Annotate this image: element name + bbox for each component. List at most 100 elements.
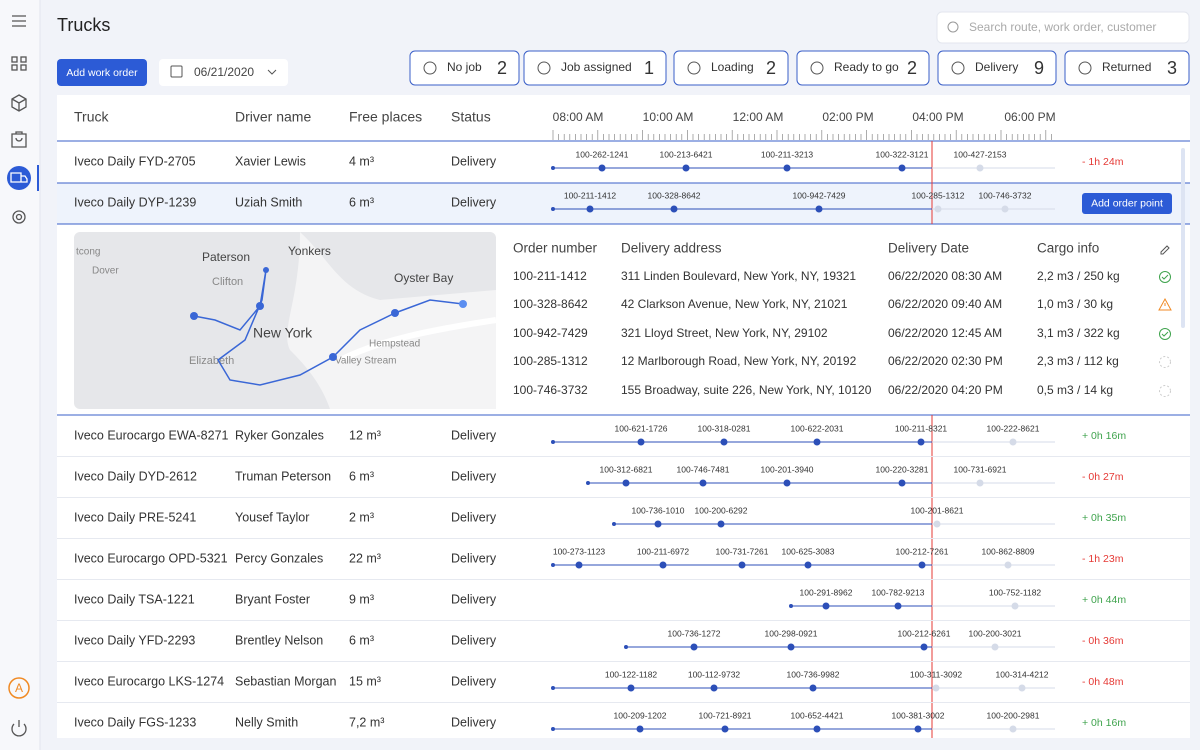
detail-cell: 100-942-7429 [513,326,588,340]
stop-label: 100-314-4212 [996,669,1049,679]
route-stop [717,520,725,528]
route-stop [822,602,830,610]
delay: + 0h 16m [1082,430,1126,442]
grid-icon[interactable] [11,56,18,63]
stop-label: 100-211-6972 [637,546,690,556]
map-stop [256,302,264,310]
cell-free-places: 6 m³ [349,633,374,647]
detail-header: Delivery Date [888,241,969,256]
route-stop [636,725,644,733]
stop-label: 100-652-4421 [791,710,844,720]
cell-driver: Percy Gonzales [235,551,323,565]
pending-icon [1159,385,1171,397]
stop-label: 100-273-1123 [553,546,606,556]
map-stop [329,353,337,361]
stop-label: 100-731-6921 [954,464,1007,474]
route-stop [813,725,821,733]
cell-driver: Truman Peterson [235,469,331,483]
stop-label: 100-200-3021 [969,628,1022,638]
cell-status: Delivery [451,674,497,688]
cell-truck: Iveco Daily FGS-1233 [74,715,196,729]
stop-label: 100-862-8809 [982,546,1035,556]
detail-cell: 155 Broadway, suite 226, New York, NY, 1… [621,383,872,397]
cell-driver: Bryant Foster [235,592,310,606]
scrollbar[interactable] [1181,148,1185,328]
cell-status: Delivery [451,715,497,729]
route-stop [783,164,791,172]
map-label: New York [253,325,313,341]
cell-free-places: 6 m³ [349,469,374,483]
detail-cell: 311 Linden Boulevard, New York, NY, 1932… [621,269,856,283]
search-box[interactable] [936,11,1190,44]
detail-cell: 42 Clarkson Avenue, New York, NY, 21021 [621,297,848,311]
detail-header: Cargo info [1037,241,1099,256]
cell-driver: Brentley Nelson [235,633,323,647]
map-label: Clifton [212,276,243,288]
stop-label: 100-200-2981 [987,710,1040,720]
map-stops [190,267,467,361]
avatar[interactable] [8,677,30,699]
delay: - 0h 27m [1082,471,1124,483]
add-work-order-button[interactable] [57,59,147,86]
date-picker[interactable] [159,59,288,86]
route-stop [804,561,812,569]
stop-label: 100-782-9213 [872,587,925,597]
filter-label: Delivery [975,60,1018,74]
ok-icon [1161,274,1169,280]
route-start [551,166,555,170]
stop-label: 100-318-0281 [698,423,751,433]
stop-label: 100-112-9732 [688,669,741,679]
calendar-icon [170,65,183,78]
power-icon[interactable] [11,720,27,737]
route-start [551,440,555,444]
edit-icon[interactable] [1160,245,1170,255]
filter-label: Ready to go [834,60,899,74]
status-filter[interactable] [1064,50,1190,86]
delay: + 0h 16m [1082,717,1126,729]
filter-count: 3 [1167,58,1177,78]
selected-row [57,183,1190,224]
status-filter[interactable] [673,50,789,86]
cell-status: Delivery [451,195,497,209]
stop-label: 100-201-8621 [911,505,964,515]
detail-cell: 2,2 m3 / 250 kg [1037,269,1120,283]
cell-free-places: 22 m³ [349,551,381,565]
status-filter[interactable] [409,50,520,86]
route-stop [783,479,791,487]
route-stop [787,643,795,651]
cell-driver: Uziah Smith [235,195,302,209]
route-stop [898,479,906,487]
status-filter[interactable] [523,50,667,86]
cell-free-places: 4 m³ [349,154,374,168]
bag-icon[interactable] [11,131,27,148]
grid-icon [20,56,27,63]
cell-truck: Iveco Eurocargo LKS-1274 [74,674,224,688]
status-filter[interactable] [937,50,1057,86]
menu-icon[interactable] [12,15,26,27]
cell-truck: Iveco Daily TSA-1221 [74,592,195,606]
stop-label: 100-212-7261 [896,546,949,556]
stop-label: 100-285-1312 [912,190,965,200]
trucks-icon-active[interactable] [7,166,31,190]
route-stop [809,684,817,692]
detail-header: Order number [513,241,598,256]
cell-status: Delivery [451,510,497,524]
status-filter[interactable] [796,50,930,86]
detail-cell: 100-746-3732 [513,383,588,397]
stop-label: 100-200-6292 [695,505,748,515]
box-icon[interactable] [11,94,27,112]
stop-label: 100-736-1272 [668,628,721,638]
route-start [624,645,628,649]
map-stop [190,312,198,320]
add-order-point-button[interactable] [1082,193,1172,214]
stop-label: 100-211-1412 [564,190,617,200]
map-stop [459,300,467,308]
column-header: Status [451,109,491,125]
cell-truck: Iveco Eurocargo OPD-5321 [74,551,228,565]
settings-icon[interactable] [12,210,26,224]
filter-icon [810,61,824,75]
cell-driver: Nelly Smith [235,715,298,729]
detail-cell: 06/22/2020 09:40 AM [888,297,1002,311]
